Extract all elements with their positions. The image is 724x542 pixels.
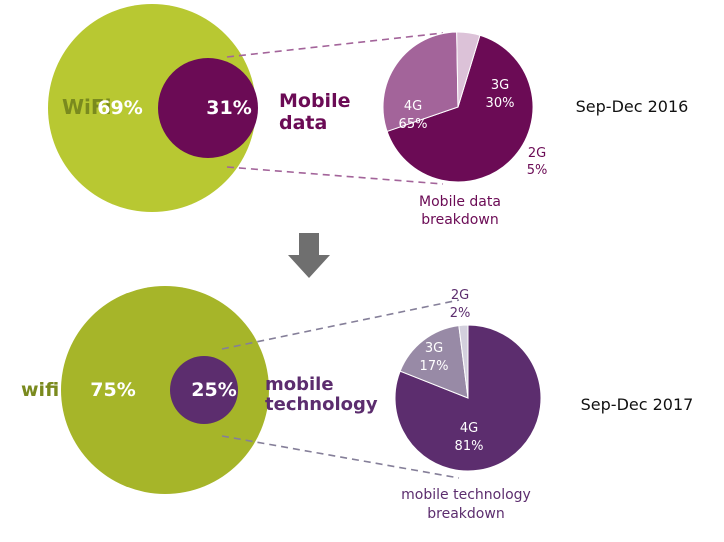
pie-slice-2g <box>458 324 469 399</box>
slice-value-label: 81% <box>455 439 484 454</box>
period-label: Sep-Dec 2017 <box>581 395 694 414</box>
mobile-share-circle <box>170 356 238 424</box>
wifi-share-circle <box>48 4 256 212</box>
slice-value-label: 17% <box>420 359 449 374</box>
slice-name-label: 2G <box>528 146 546 161</box>
mobile-label: technology <box>265 394 378 415</box>
down-arrow-icon <box>288 233 330 278</box>
wifi-label: wifi <box>21 379 59 401</box>
mobile-label: Mobile <box>279 90 350 112</box>
slice-value-label: 30% <box>486 96 515 111</box>
connector-line-1 <box>221 299 460 350</box>
slice-name-label: 4G <box>460 421 478 436</box>
slice-name-label: 3G <box>491 78 509 93</box>
wifi-label: WiFi <box>62 95 111 119</box>
slice-value-label: 65% <box>399 117 428 132</box>
mobile-share-circle <box>158 58 258 158</box>
wifi-share-circle <box>61 286 269 494</box>
wifi-value-label: 69% <box>97 97 142 119</box>
wifi-value-label: 75% <box>90 379 135 401</box>
slice-value-label: 2% <box>450 306 471 321</box>
mobile-label: data <box>279 112 327 134</box>
connector-line-2 <box>221 435 460 479</box>
pie-slice-3g <box>382 31 459 133</box>
slice-value-label: 5% <box>527 163 548 178</box>
breakdown-caption: mobile technology <box>401 487 531 503</box>
pie-slice-2g <box>456 31 481 108</box>
mobile-value-label: 25% <box>191 379 236 401</box>
connector-line-2 <box>226 166 444 185</box>
period-label: Sep-Dec 2016 <box>576 97 689 116</box>
slice-name-label: 2G <box>451 288 469 303</box>
slice-name-label: 4G <box>404 99 422 114</box>
pie-slice-4g <box>386 34 534 183</box>
mobile-value-label: 31% <box>206 97 251 119</box>
slice-name-label: 3G <box>425 341 443 356</box>
pie-slice-3g <box>399 325 469 399</box>
breakdown-caption: breakdown <box>427 506 504 522</box>
mobile-label: mobile <box>265 374 334 395</box>
pie-slice-4g <box>394 324 542 472</box>
breakdown-caption: breakdown <box>421 212 498 228</box>
connector-line-1 <box>226 32 444 58</box>
breakdown-caption: Mobile data <box>419 194 501 210</box>
